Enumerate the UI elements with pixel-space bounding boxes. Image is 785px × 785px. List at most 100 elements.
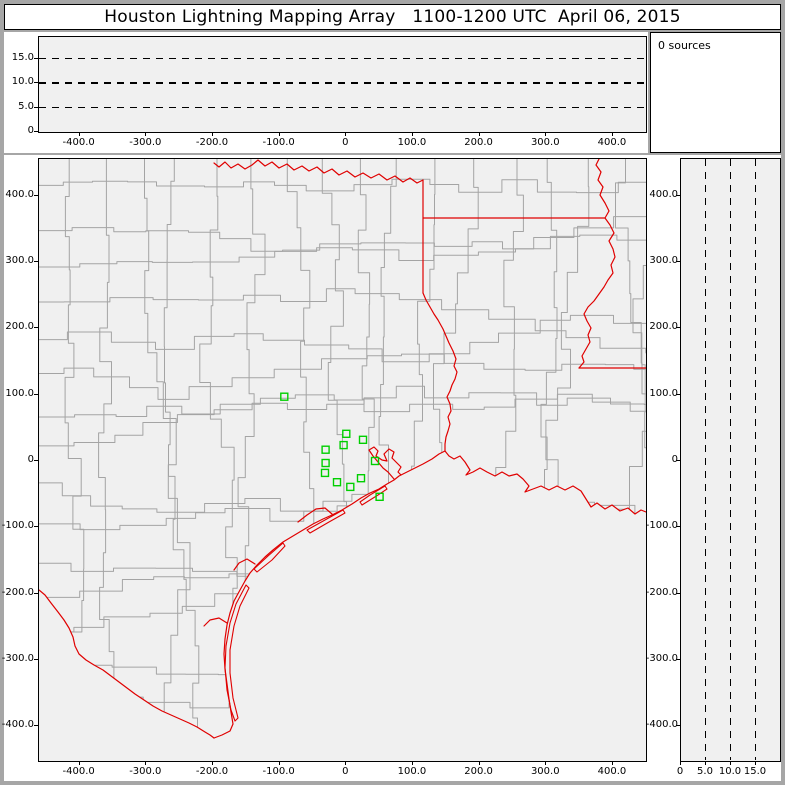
lma-station-marker — [320, 468, 330, 478]
tick-label: -300.0 — [645, 652, 678, 664]
tick-label: -400.0 — [1, 719, 34, 731]
tick-label: -300.0 — [129, 137, 162, 148]
tick-label: 300.0 — [530, 137, 560, 148]
county-line — [39, 353, 646, 400]
tick-label: 0 — [27, 454, 34, 465]
tick-mark — [676, 460, 680, 461]
tick-mark — [211, 761, 213, 765]
county-line — [39, 580, 646, 633]
tick-mark — [676, 658, 680, 660]
altitude-gridline — [39, 82, 645, 84]
tick-mark — [211, 132, 213, 136]
county-line — [39, 554, 646, 577]
tick-label: 0 — [342, 766, 349, 777]
altitude-gridline — [730, 159, 732, 760]
county-line — [39, 534, 646, 598]
county-line — [64, 159, 88, 738]
county-line — [545, 159, 590, 738]
red-river — [213, 159, 424, 184]
tick-label: 100.0 — [649, 387, 678, 399]
lma-station-marker — [346, 482, 355, 492]
county-line — [39, 618, 646, 676]
county-line — [98, 159, 115, 738]
county-line — [39, 314, 646, 363]
county-line — [39, 209, 646, 252]
county-line — [237, 159, 283, 738]
tick-label: -200.0 — [195, 137, 229, 148]
plan-view-plot-canvas[interactable] — [38, 158, 647, 762]
lma-station-marker — [339, 440, 348, 450]
county-line — [39, 693, 646, 738]
tick-mark — [545, 132, 547, 136]
tick-mark — [730, 761, 731, 765]
tick-label: -100.0 — [1, 520, 34, 532]
mustang-island — [253, 542, 286, 573]
tick-label: 10.0 — [11, 76, 34, 88]
tick-mark — [34, 106, 38, 108]
tick-mark — [34, 194, 38, 196]
tick-mark-top — [680, 159, 681, 163]
tick-mark — [34, 327, 38, 329]
tick-label: 100.0 — [397, 137, 427, 148]
tick-label: -400.0 — [645, 719, 678, 731]
county-boundaries — [39, 159, 646, 761]
tick-mark — [34, 261, 38, 263]
tick-mark — [34, 460, 38, 461]
tick-label: -100.0 — [262, 766, 295, 777]
lma-station-marker — [321, 445, 330, 454]
tick-mark — [676, 194, 680, 196]
tick-mark — [680, 761, 681, 765]
sources-count-label: 0 sources — [658, 39, 711, 52]
tick-label: -300.0 — [129, 766, 162, 777]
county-line — [163, 159, 200, 738]
tick-label: 200.0 — [5, 321, 34, 333]
altitude-vs-x-panel: 15.0 10.0 5.0 0 -400.0 -300.0 -200.0 -100.0 0 100… — [4, 32, 648, 153]
lma-station-marker — [370, 456, 380, 466]
tick-mark — [34, 725, 38, 727]
map-canvas — [39, 159, 646, 761]
tick-mark — [676, 261, 680, 263]
tick-mark — [145, 761, 147, 765]
tick-mark — [34, 57, 38, 59]
tick-label: 300.0 — [530, 766, 560, 777]
altitude-gridline — [705, 159, 707, 760]
sabine-river — [422, 292, 458, 452]
county-line — [39, 385, 646, 447]
lma-station-marker — [358, 435, 368, 444]
tick-label: -100.0 — [645, 520, 678, 532]
tick-label: 15.0 — [743, 766, 767, 777]
county-line — [286, 159, 318, 738]
lma-station-marker — [375, 492, 384, 501]
tick-mark — [611, 132, 613, 136]
tick-label: 400.0 — [649, 188, 678, 200]
tick-label: -200.0 — [195, 766, 229, 777]
tick-mark — [478, 761, 480, 765]
mississippi-river — [578, 159, 616, 369]
tick-label: 300.0 — [649, 255, 678, 267]
tick-mark — [411, 761, 413, 765]
padre-island — [224, 584, 250, 722]
tick-label: 400.0 — [5, 188, 34, 200]
tick-label: 0 — [342, 137, 349, 148]
tick-mark — [545, 761, 547, 765]
tick-mark — [78, 761, 80, 765]
tick-label: 200.0 — [464, 766, 493, 777]
tick-label: -400.0 — [62, 137, 95, 148]
county-line — [39, 743, 646, 761]
altitude-gridline — [39, 57, 645, 60]
tick-label: 0 — [27, 125, 34, 136]
county-line — [199, 159, 248, 738]
tick-mark — [78, 132, 80, 136]
tick-label: 200.0 — [649, 321, 678, 333]
altitude-vs-x-plot-canvas[interactable] — [38, 36, 647, 133]
altitude-vs-y-panel: 400.0 300.0 200.0 100.0 0 -100.0 -200.0 -300.0 -… — [646, 155, 781, 781]
tick-mark — [34, 131, 38, 132]
tick-label: 100.0 — [397, 766, 427, 777]
corpus-christi-bay — [233, 558, 256, 571]
tick-mark — [278, 761, 280, 765]
tick-label: -200.0 — [645, 586, 678, 598]
altitude-gridline — [755, 159, 757, 760]
coastline-louisiana — [444, 450, 646, 515]
tick-label: -300.0 — [1, 652, 34, 664]
baffin-bay — [203, 617, 228, 627]
